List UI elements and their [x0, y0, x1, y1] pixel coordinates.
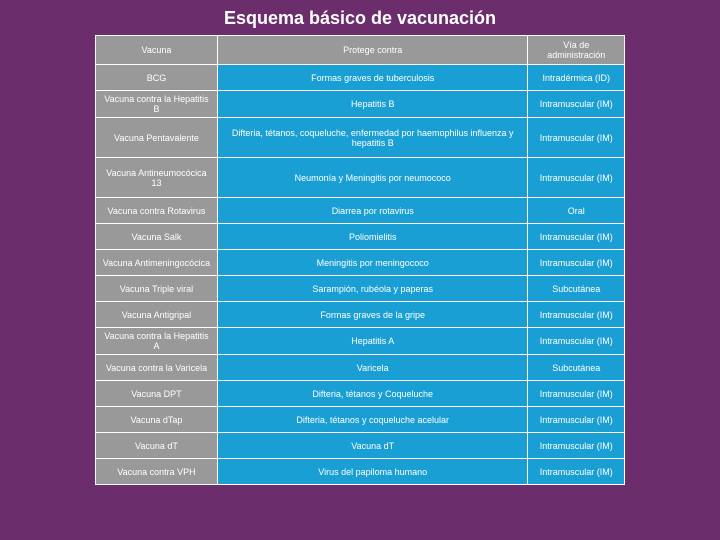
table-row: Vacuna PentavalenteDifteria, tétanos, co…	[96, 118, 625, 158]
cell-via: Intramuscular (IM)	[528, 158, 625, 198]
cell-vacuna: Vacuna contra la Hepatitis B	[96, 91, 218, 118]
cell-vacuna: Vacuna dT	[96, 433, 218, 459]
cell-via: Subcutánea	[528, 355, 625, 381]
page-container: Esquema básico de vacunación Vacuna Prot…	[0, 0, 720, 540]
cell-vacuna: Vacuna Antigripal	[96, 302, 218, 328]
cell-via: Intramuscular (IM)	[528, 381, 625, 407]
table-row: Vacuna SalkPoliomielitisIntramuscular (I…	[96, 224, 625, 250]
cell-protege: Difteria, tétanos y Coqueluche	[217, 381, 527, 407]
table-row: Vacuna dTapDifteria, tétanos y coqueluch…	[96, 407, 625, 433]
cell-protege: Hepatitis B	[217, 91, 527, 118]
col-header-vacuna: Vacuna	[96, 36, 218, 65]
cell-via: Intramuscular (IM)	[528, 250, 625, 276]
table-row: BCGFormas graves de tuberculosisIntradér…	[96, 65, 625, 91]
page-title: Esquema básico de vacunación	[224, 8, 496, 29]
cell-via: Intramuscular (IM)	[528, 118, 625, 158]
cell-protege: Hepatitis A	[217, 328, 527, 355]
cell-protege: Meningitis por meningococo	[217, 250, 527, 276]
cell-vacuna: Vacuna Antineumocócica 13	[96, 158, 218, 198]
table-row: Vacuna contra la Hepatitis BHepatitis BI…	[96, 91, 625, 118]
cell-via: Intramuscular (IM)	[528, 459, 625, 485]
col-header-protege: Protege contra	[217, 36, 527, 65]
table-row: Vacuna AntigripalFormas graves de la gri…	[96, 302, 625, 328]
cell-via: Oral	[528, 198, 625, 224]
cell-protege: Difteria, tétanos y coqueluche acelular	[217, 407, 527, 433]
cell-vacuna: Vacuna contra la Hepatitis A	[96, 328, 218, 355]
table-row: Vacuna contra la VaricelaVaricelaSubcutá…	[96, 355, 625, 381]
cell-via: Intradérmica (ID)	[528, 65, 625, 91]
cell-protege: Diarrea por rotavirus	[217, 198, 527, 224]
table-row: Vacuna contra RotavirusDiarrea por rotav…	[96, 198, 625, 224]
table-header-row: Vacuna Protege contra Vía de administrac…	[96, 36, 625, 65]
cell-via: Intramuscular (IM)	[528, 302, 625, 328]
vaccination-table: Vacuna Protege contra Vía de administrac…	[95, 35, 625, 485]
table-row: Vacuna Antineumocócica 13Neumonía y Meni…	[96, 158, 625, 198]
cell-vacuna: Vacuna Antimeningocócica	[96, 250, 218, 276]
cell-protege: Difteria, tétanos, coqueluche, enfermeda…	[217, 118, 527, 158]
cell-via: Intramuscular (IM)	[528, 433, 625, 459]
cell-protege: Poliomielitis	[217, 224, 527, 250]
cell-via: Subcutánea	[528, 276, 625, 302]
table-row: Vacuna Triple viralSarampión, rubéola y …	[96, 276, 625, 302]
cell-protege: Neumonía y Meningitis por neumococo	[217, 158, 527, 198]
cell-via: Intramuscular (IM)	[528, 407, 625, 433]
cell-protege: Virus del papiloma humano	[217, 459, 527, 485]
cell-vacuna: Vacuna contra Rotavirus	[96, 198, 218, 224]
cell-via: Intramuscular (IM)	[528, 91, 625, 118]
cell-vacuna: Vacuna contra VPH	[96, 459, 218, 485]
cell-vacuna: Vacuna Triple viral	[96, 276, 218, 302]
col-header-via: Vía de administración	[528, 36, 625, 65]
cell-vacuna: BCG	[96, 65, 218, 91]
table-row: Vacuna contra VPHVirus del papiloma huma…	[96, 459, 625, 485]
cell-protege: Vacuna dT	[217, 433, 527, 459]
cell-vacuna: Vacuna dTap	[96, 407, 218, 433]
cell-protege: Formas graves de la gripe	[217, 302, 527, 328]
cell-protege: Sarampión, rubéola y paperas	[217, 276, 527, 302]
cell-vacuna: Vacuna DPT	[96, 381, 218, 407]
cell-vacuna: Vacuna contra la Varicela	[96, 355, 218, 381]
table-row: Vacuna DPTDifteria, tétanos y Coqueluche…	[96, 381, 625, 407]
table-row: Vacuna AntimeningocócicaMeningitis por m…	[96, 250, 625, 276]
table-row: Vacuna contra la Hepatitis AHepatitis AI…	[96, 328, 625, 355]
table-body: BCGFormas graves de tuberculosisIntradér…	[96, 65, 625, 485]
cell-via: Intramuscular (IM)	[528, 224, 625, 250]
cell-vacuna: Vacuna Salk	[96, 224, 218, 250]
cell-protege: Varicela	[217, 355, 527, 381]
cell-protege: Formas graves de tuberculosis	[217, 65, 527, 91]
table-row: Vacuna dTVacuna dTIntramuscular (IM)	[96, 433, 625, 459]
cell-via: Intramuscular (IM)	[528, 328, 625, 355]
cell-vacuna: Vacuna Pentavalente	[96, 118, 218, 158]
